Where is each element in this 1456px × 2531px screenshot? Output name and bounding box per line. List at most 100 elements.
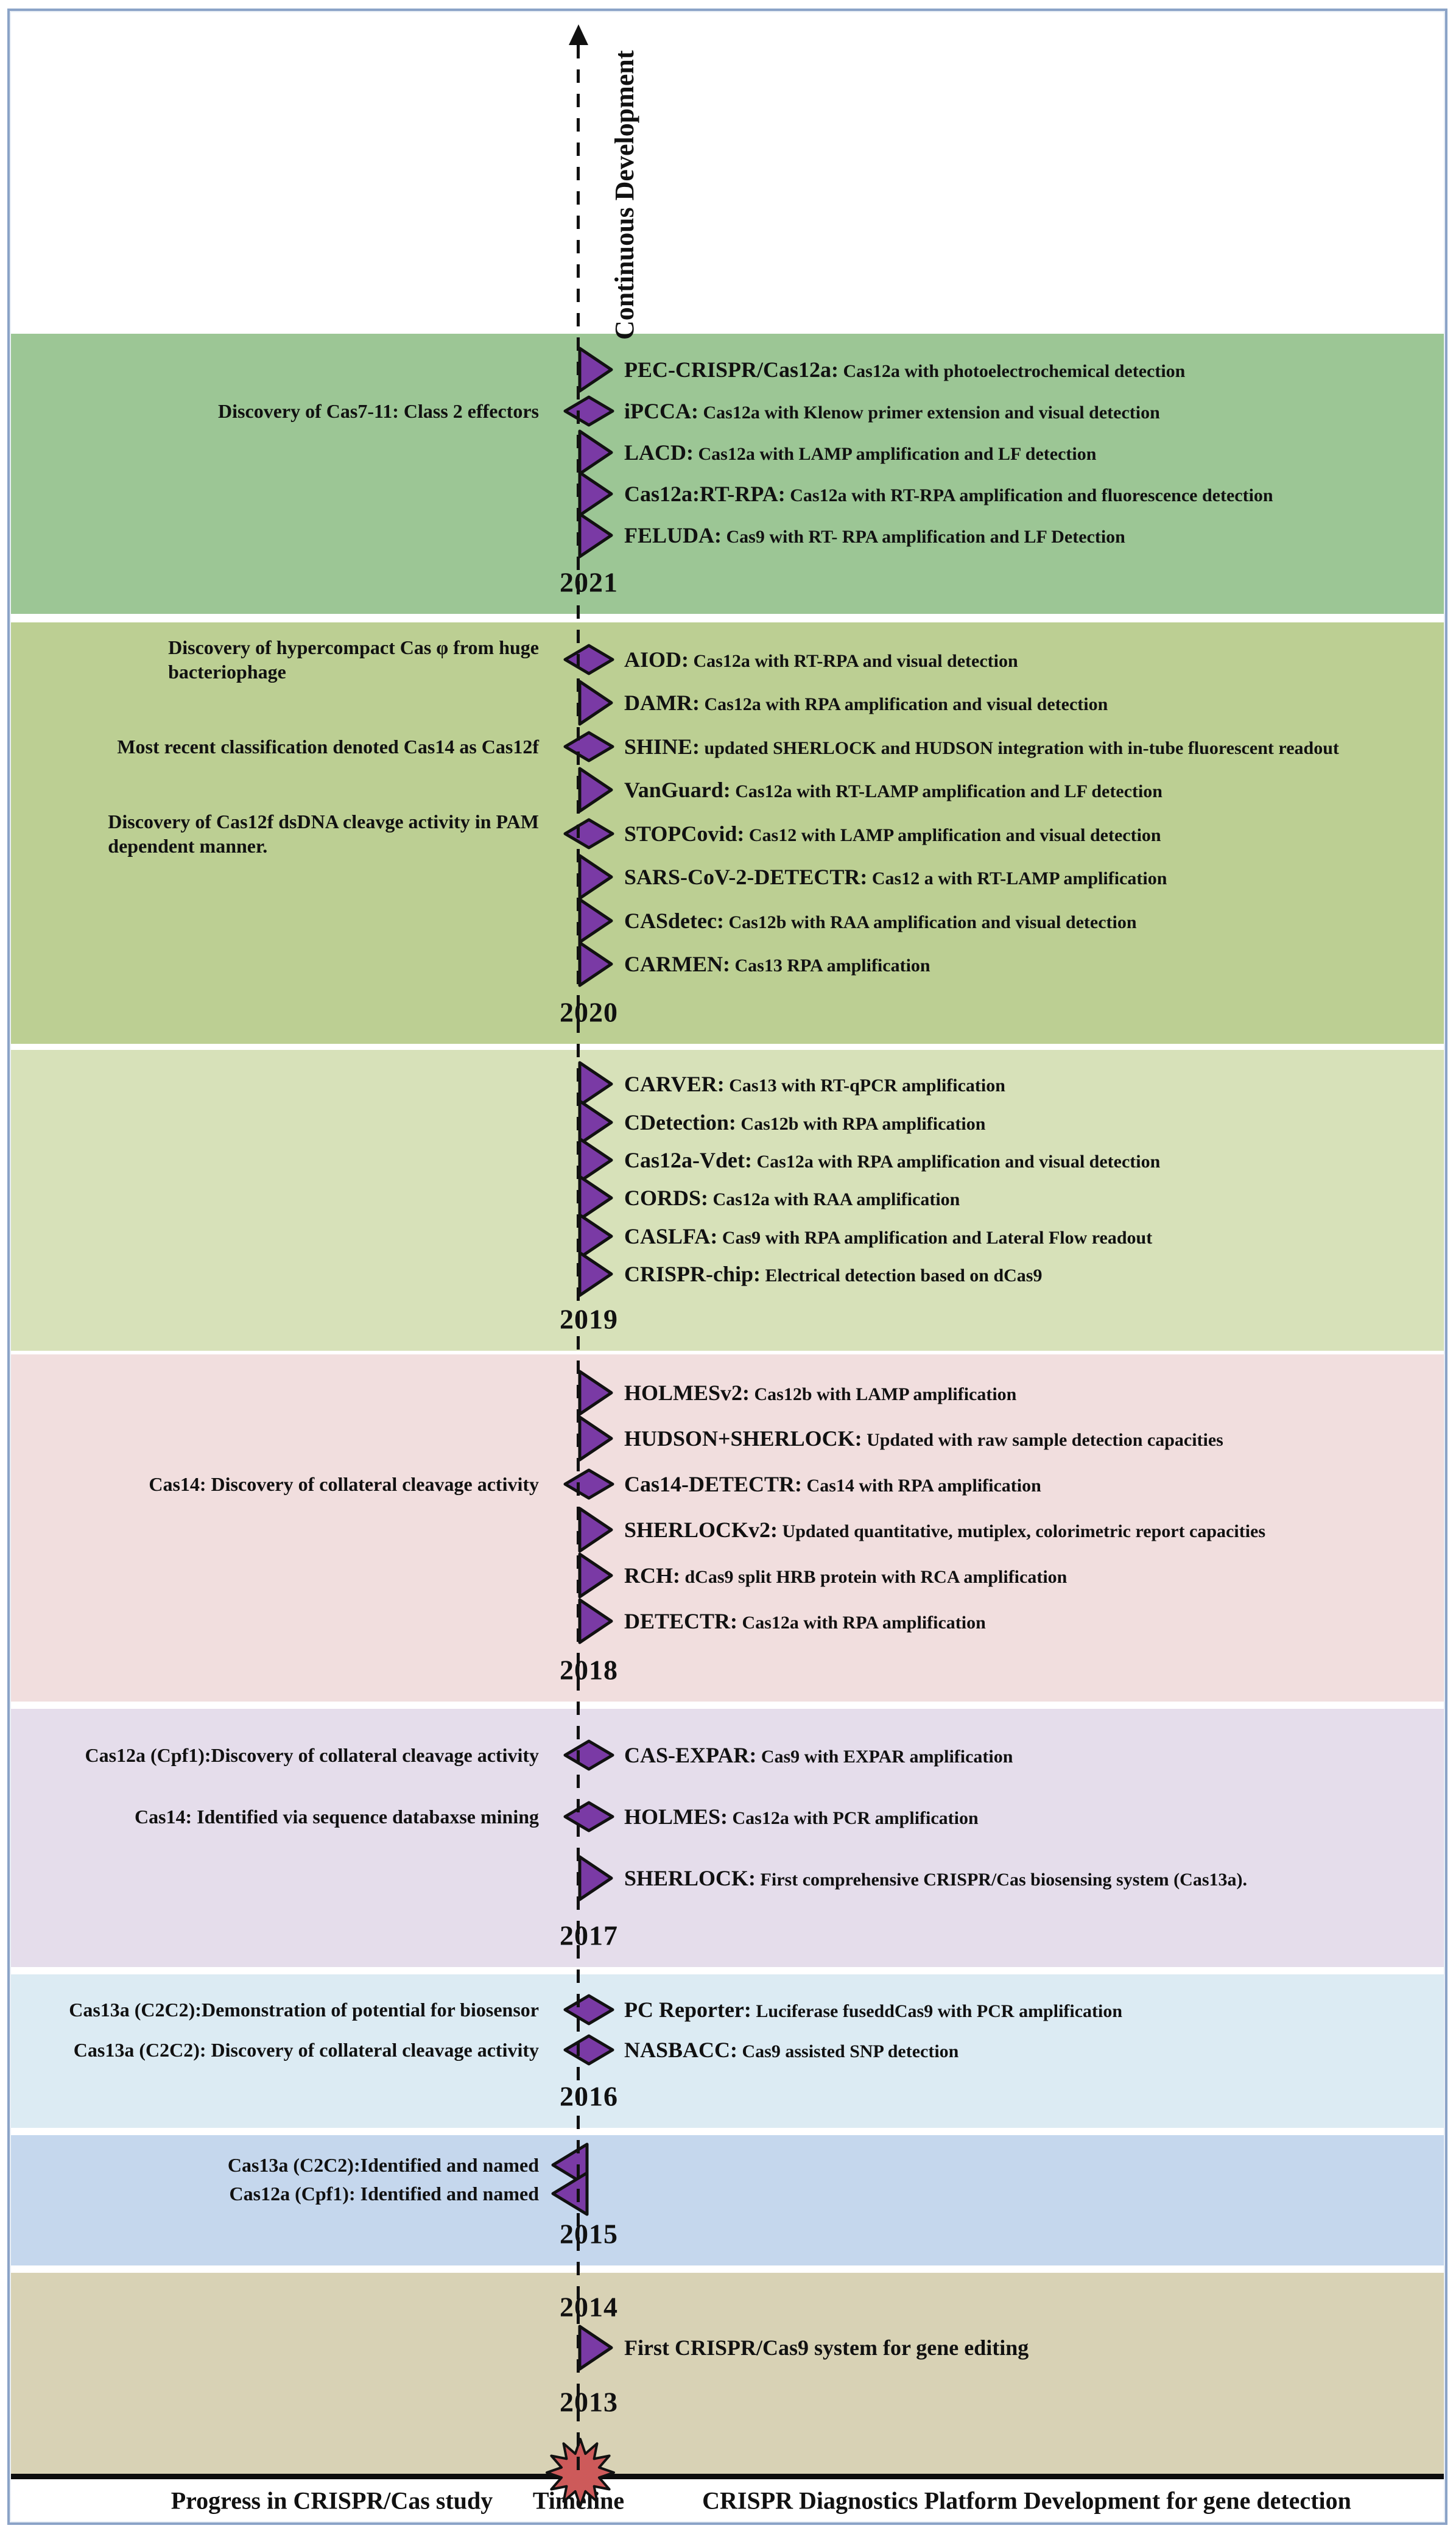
triangle-marker-icon bbox=[578, 1415, 613, 1462]
event-desc: Cas9 with EXPAR amplification bbox=[756, 1746, 1013, 1767]
event-text: PC Reporter: Luciferase fuseddCas9 with … bbox=[624, 1997, 1122, 2022]
year-label-2014: 2014 bbox=[560, 2291, 618, 2323]
left-discovery-label: Cas14: Discovery of collateral cleavage … bbox=[149, 1473, 539, 1495]
legend-diagnostics-label: CRISPR Diagnostics Platform Development … bbox=[702, 2487, 1351, 2515]
event-text: DETECTR: Cas12a with RPA amplification bbox=[624, 1608, 986, 1634]
diamond-marker-icon bbox=[563, 818, 614, 850]
triangle-marker-icon bbox=[578, 1213, 613, 1259]
event-name: CRISPR-chip: bbox=[624, 1261, 761, 1286]
event-name: Cas14-DETECTR: bbox=[624, 1471, 803, 1496]
event-desc: Cas12a with RPA amplification bbox=[737, 1612, 986, 1633]
event-desc: Cas12a with RPA amplification and visual… bbox=[699, 694, 1108, 715]
band-2016: PC Reporter: Luciferase fuseddCas9 with … bbox=[10, 1974, 1446, 2128]
event-text: HUDSON+SHERLOCK: Updated with raw sample… bbox=[624, 1426, 1223, 1451]
event-desc: dCas9 split HRB protein with RCA amplifi… bbox=[680, 1566, 1067, 1587]
event-text: Cas12a:RT-RPA: Cas12a with RT-RPA amplif… bbox=[624, 481, 1273, 507]
event-desc: Cas12a with PCR amplification bbox=[728, 1808, 979, 1828]
triangle-marker-icon bbox=[578, 680, 613, 726]
triangle-marker-icon bbox=[578, 1370, 613, 1416]
event-text: First CRISPR/Cas9 system for gene editin… bbox=[624, 2335, 1029, 2360]
event-name: Cas12a:RT-RPA: bbox=[624, 482, 786, 506]
event-text: HOLMESv2: Cas12b with LAMP amplification bbox=[624, 1380, 1016, 1406]
triangle-marker-icon bbox=[578, 1061, 613, 1107]
event-text: RCH: dCas9 split HRB protein with RCA am… bbox=[624, 1563, 1067, 1588]
event-desc: Cas13 RPA amplification bbox=[730, 956, 930, 976]
left-discovery-label: Cas13a (C2C2):Demonstration of potential… bbox=[69, 1999, 539, 2021]
event-text: CDetection: Cas12b with RPA amplificatio… bbox=[624, 1110, 985, 1135]
event-name: Cas12a-Vdet: bbox=[624, 1147, 752, 1172]
year-label-2015: 2015 bbox=[560, 2218, 618, 2250]
event-desc: updated SHERLOCK and HUDSON integration … bbox=[700, 737, 1339, 758]
diamond-marker-icon bbox=[563, 731, 614, 762]
event-desc: First comprehensive CRISPR/Cas biosensin… bbox=[756, 1870, 1247, 1890]
diamond-marker-icon bbox=[563, 1739, 614, 1771]
event-name: CAS-EXPAR: bbox=[624, 1742, 757, 1767]
left-discovery-label: Cas13a (C2C2): Discovery of collateral c… bbox=[73, 2039, 539, 2061]
event-text: DAMR: Cas12a with RPA amplification and … bbox=[624, 690, 1108, 716]
band-2017: CAS-EXPAR: Cas9 with EXPAR amplification… bbox=[10, 1709, 1446, 1967]
event-desc: Cas12a with RPA amplification and visual… bbox=[751, 1151, 1161, 1172]
event-desc: Cas12b with LAMP amplification bbox=[750, 1384, 1017, 1404]
band-2020: AIOD: Cas12a with RT-RPA and visual dete… bbox=[10, 622, 1446, 1044]
triangle-marker-icon bbox=[578, 2325, 613, 2371]
event-desc: Cas13 with RT-qPCR amplification bbox=[724, 1075, 1005, 1096]
event-text: PEC-CRISPR/Cas12a: Cas12a with photoelec… bbox=[624, 357, 1185, 382]
event-desc: Updated with raw sample detection capaci… bbox=[862, 1429, 1223, 1450]
event-name: DETECTR: bbox=[624, 1608, 738, 1633]
triangle-marker-icon bbox=[578, 767, 613, 813]
left-discovery-label: Discovery of Cas7-11: Class 2 effectors bbox=[218, 400, 539, 422]
axis-label: Continuous Development bbox=[610, 50, 639, 340]
event-text: SHERLOCKv2: Updated quantitative, mutipl… bbox=[624, 1517, 1265, 1543]
event-desc: Cas12 with LAMP amplification and visual… bbox=[744, 825, 1161, 845]
event-text: CARMEN: Cas13 RPA amplification bbox=[624, 951, 930, 977]
triangle-marker-icon bbox=[578, 854, 613, 900]
event-name: PEC-CRISPR/Cas12a: bbox=[624, 357, 839, 382]
event-text: SHINE: updated SHERLOCK and HUDSON integ… bbox=[624, 734, 1339, 759]
starburst-icon bbox=[544, 2436, 617, 2509]
event-desc: Cas12a with RT-RPA and visual detection bbox=[689, 650, 1018, 671]
left-discovery-label: Cas12a (Cpf1):Discovery of collateral cl… bbox=[85, 1744, 539, 1766]
event-text: NASBACC: Cas9 assisted SNP detection bbox=[624, 2037, 958, 2063]
left-discovery-label: Most recent classification denoted Cas14… bbox=[117, 735, 539, 758]
band-2015: Cas13a (C2C2):Identified and named Cas12a… bbox=[10, 2135, 1446, 2265]
event-desc: Cas12a with RT-LAMP amplification and LF… bbox=[730, 781, 1162, 802]
triangle-marker-icon bbox=[578, 1507, 613, 1553]
diamond-marker-icon bbox=[563, 1801, 614, 1832]
event-name: NASBACC: bbox=[624, 2038, 738, 2062]
event-name: AIOD: bbox=[624, 647, 689, 672]
event-text: LACD: Cas12a with LAMP amplification and… bbox=[624, 440, 1096, 465]
event-name: VanGuard: bbox=[624, 778, 731, 803]
event-desc: Cas12a with Klenow primer extension and … bbox=[698, 403, 1160, 423]
triangle-marker-icon bbox=[578, 347, 613, 393]
event-text: VanGuard: Cas12a with RT-LAMP amplificat… bbox=[624, 777, 1162, 803]
event-desc: Cas12a with photoelectrochemical detecti… bbox=[839, 361, 1186, 381]
event-name: HUDSON+SHERLOCK: bbox=[624, 1426, 862, 1451]
event-name: CARMEN: bbox=[624, 952, 730, 977]
event-name: SHINE: bbox=[624, 734, 700, 759]
triangle-marker-icon bbox=[578, 1251, 613, 1297]
event-desc: Cas9 assisted SNP detection bbox=[737, 2041, 959, 2061]
year-label-2018: 2018 bbox=[560, 1654, 618, 1686]
event-name: CDetection: bbox=[624, 1110, 736, 1135]
triangle-marker-icon bbox=[578, 429, 613, 476]
band-2018: HOLMESv2: Cas12b with LAMP amplification… bbox=[10, 1354, 1446, 1702]
event-text: SARS-CoV-2-DETECTR: Cas12 a with RT-LAMP… bbox=[624, 864, 1167, 890]
event-name: CASdetec: bbox=[624, 908, 724, 933]
year-label-2020: 2020 bbox=[560, 996, 618, 1028]
event-name: FELUDA: bbox=[624, 523, 722, 547]
event-desc: Electrical detection based on dCas9 bbox=[761, 1265, 1043, 1286]
band-2021: PEC-CRISPR/Cas12a: Cas12a with photoelec… bbox=[10, 334, 1446, 614]
event-desc: Cas12a with RAA amplification bbox=[708, 1189, 960, 1210]
event-name: SARS-CoV-2-DETECTR: bbox=[624, 865, 868, 890]
triangle-marker-icon bbox=[578, 941, 613, 987]
event-name: SHERLOCK: bbox=[624, 1866, 756, 1891]
event-name: HOLMES: bbox=[624, 1804, 728, 1829]
event-desc: Cas14 with RPA amplification bbox=[802, 1475, 1041, 1496]
year-label-2013: 2013 bbox=[560, 2386, 618, 2418]
event-text: FELUDA: Cas9 with RT- RPA amplification … bbox=[624, 523, 1125, 548]
event-desc: Luciferase fuseddCas9 with PCR amplifica… bbox=[751, 2001, 1123, 2021]
event-name: First CRISPR/Cas9 system for gene editin… bbox=[624, 2335, 1029, 2360]
event-text: CASdetec: Cas12b with RAA amplification … bbox=[624, 908, 1137, 934]
triangle-marker-icon bbox=[578, 512, 613, 558]
